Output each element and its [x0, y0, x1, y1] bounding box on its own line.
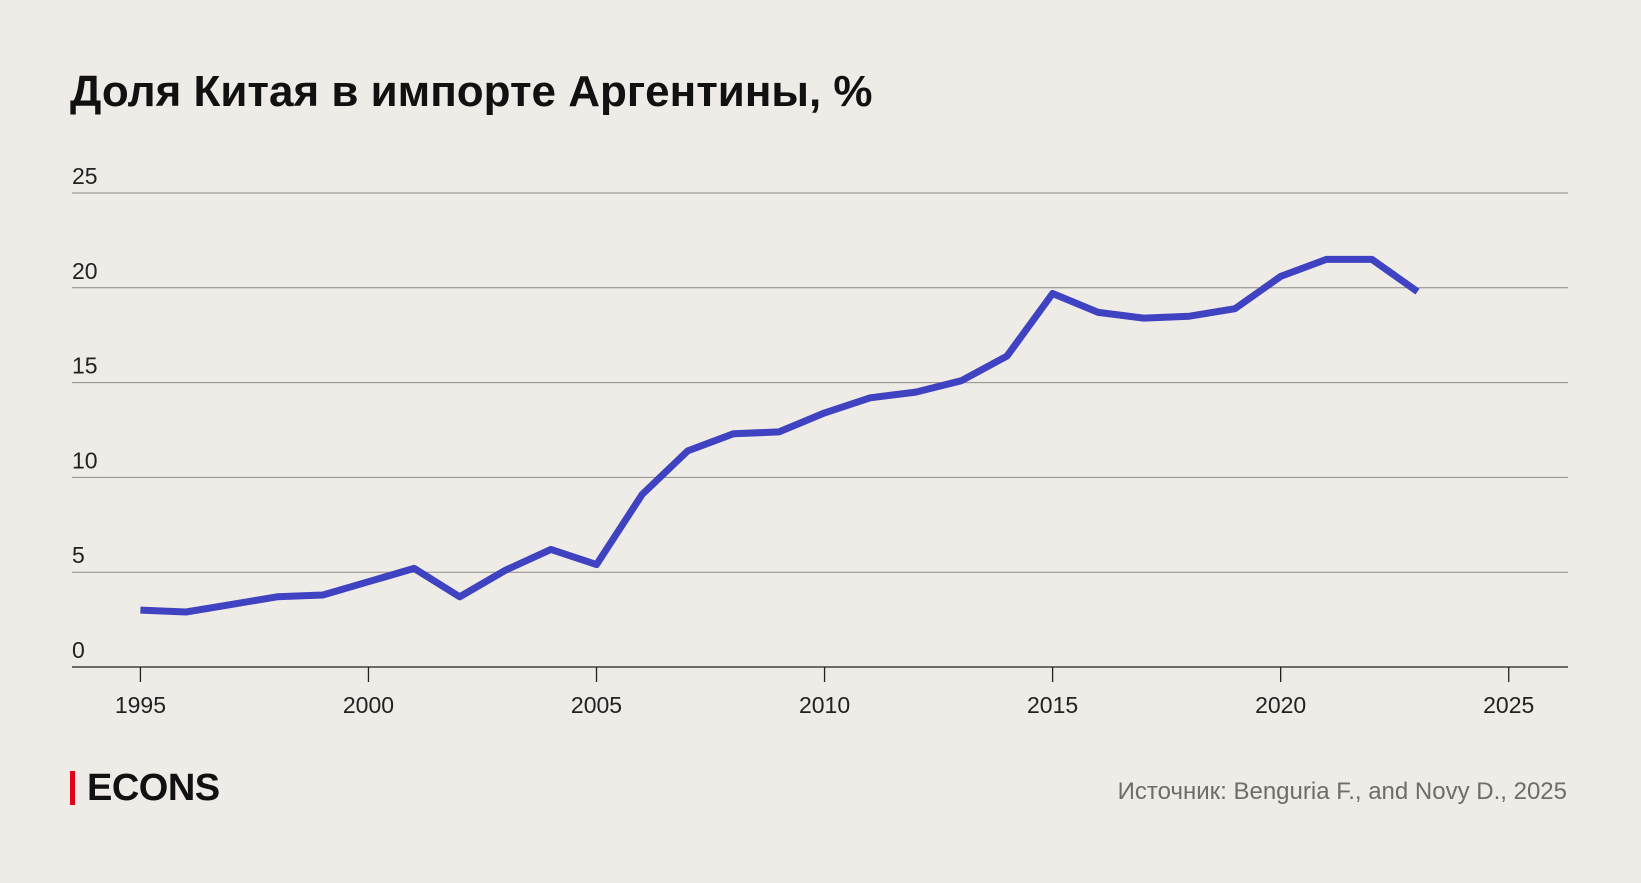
y-tick-label: 15 [72, 353, 98, 379]
x-axis: 1995 2000 2005 2010 2015 2020 2025 [115, 667, 1534, 718]
y-axis: 0 5 10 15 20 25 [72, 163, 98, 663]
y-tick-label: 5 [72, 542, 85, 568]
brand-logo: ECONS [70, 769, 220, 807]
y-tick-label: 0 [72, 637, 85, 663]
x-tick-label: 2015 [1027, 692, 1078, 718]
x-tick-label: 2025 [1483, 692, 1534, 718]
chart-title: Доля Китая в импорте Аргентины, % [70, 67, 873, 116]
gridlines [72, 192, 1568, 668]
data-series [140, 255, 1420, 616]
x-tick-label: 1995 [115, 692, 166, 718]
x-tick-label: 2000 [343, 692, 394, 718]
y-tick-label: 25 [72, 163, 98, 189]
brand-name: ECONS [87, 767, 220, 809]
x-tick-label: 2010 [799, 692, 850, 718]
source-note: Источник: Benguria F., and Novy D., 2025 [1117, 778, 1567, 805]
y-tick-label: 10 [72, 447, 98, 473]
y-tick-label: 20 [72, 258, 98, 284]
series-line [140, 255, 1420, 616]
brand-accent-bar [70, 771, 75, 805]
x-tick-label: 2005 [571, 692, 622, 718]
x-tick-label: 2020 [1255, 692, 1306, 718]
